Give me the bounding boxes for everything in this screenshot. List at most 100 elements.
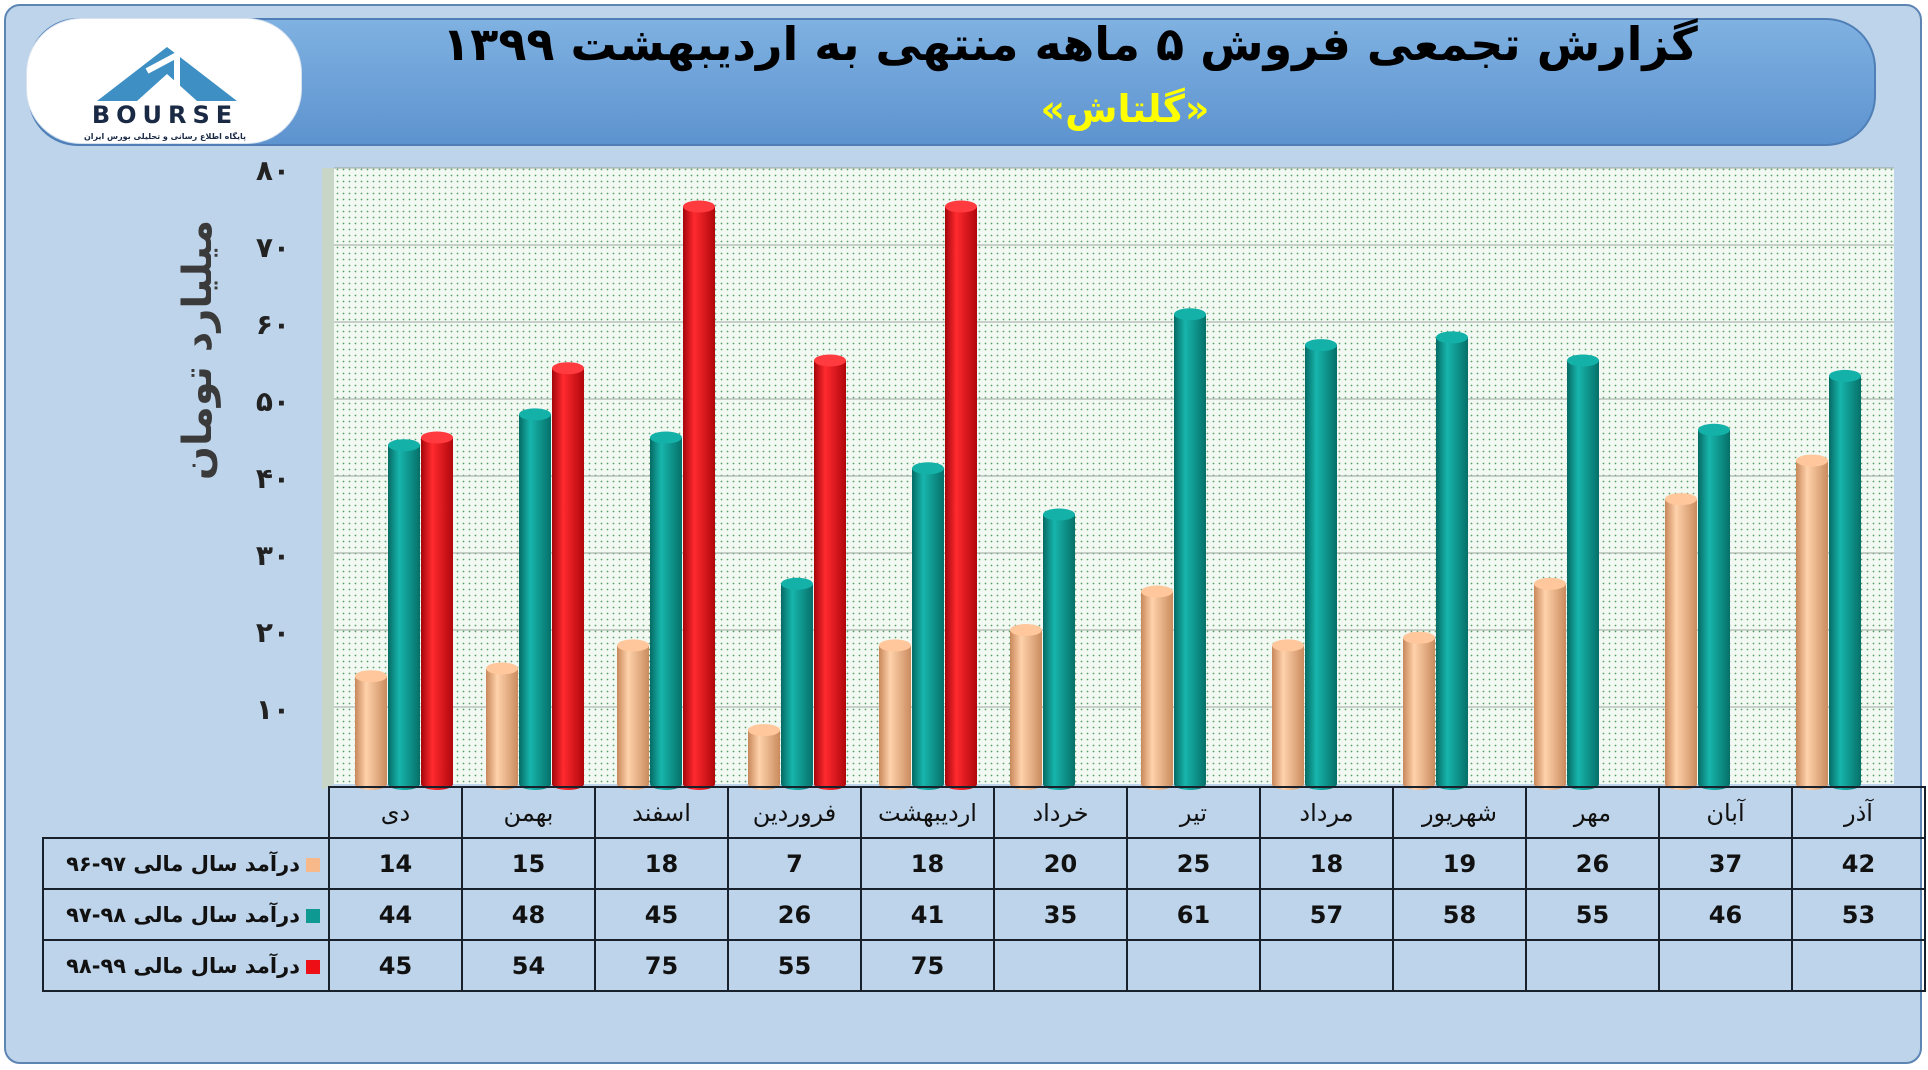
bar-body [1305,345,1337,790]
table-value-cell: 53 [1791,888,1926,941]
bar-top [945,200,977,213]
table-value-cell: 75 [860,939,995,992]
table-value-cell: 15 [461,837,596,890]
bar-top [1141,585,1173,598]
table-value-cell: 19 [1392,837,1527,890]
y-tick-label: ۸۰ [256,154,290,187]
bar [912,462,944,790]
bar-body [519,414,551,790]
bar-top [355,670,387,683]
bar [781,577,813,790]
legend-swatch [306,857,320,872]
bar-body [945,206,977,790]
bar [1010,624,1042,790]
bar [1272,639,1304,790]
table-category-cell: مرداد [1259,786,1394,839]
table-value-cell [993,939,1128,992]
bar-body [1043,514,1075,790]
table-value-cell: 75 [594,939,729,992]
table-value-cell: 45 [328,939,463,992]
table-category-cell: مهر [1525,786,1660,839]
table-value-cell: 14 [328,837,463,890]
bar-body [650,437,682,790]
legend-series-96-97: درآمد سال مالی ۹۷-۹۶ [42,837,330,890]
bar-body [748,730,780,790]
table-value-cell: 18 [1259,837,1394,890]
table-value-cell: 57 [1259,888,1394,941]
table-value-cell [1126,939,1261,992]
bar-body [879,645,911,790]
bar [552,362,584,790]
bar-top [1272,639,1304,652]
table-value-cell: 48 [461,888,596,941]
bar-body [1174,314,1206,790]
bar [1796,454,1828,790]
chart-subtitle: «گلتاش» [1040,87,1210,131]
table-row: درآمد سال مالی ۹۷-۹۶ 14 15 18 7 18 20 25 18 19 26… [42,837,1926,890]
bar-top [912,462,944,475]
bar-top [421,431,453,444]
bar-top [1698,423,1730,436]
bar [388,439,420,790]
table-value-cell: 7 [727,837,862,890]
bar [1305,339,1337,790]
bar [1043,508,1075,790]
table-category-cell: خرداد [993,786,1128,839]
bar-top [388,439,420,452]
bar-body [1141,591,1173,790]
y-tick-label: ۷۰ [256,231,290,264]
bar-body [355,676,387,790]
bar-top [1436,331,1468,344]
legend-swatch [306,908,320,923]
table-value-cell: 25 [1126,837,1261,890]
table-category-cell: اسفند [594,786,729,839]
bar-body [486,668,518,790]
bar-body [1534,583,1566,790]
bar-body [1698,429,1730,790]
table-value-cell: 26 [1525,837,1660,890]
table-row: درآمد سال مالی ۹۹-۹۸ 45 54 75 55 75 [42,939,1926,992]
bar-top [814,354,846,367]
bar-body [912,468,944,790]
bar [1403,631,1435,790]
bar-body [1436,337,1468,790]
table-value-cell: 55 [1525,888,1660,941]
bar-top [1534,577,1566,590]
bar-body [683,206,715,790]
table-value-cell: 18 [594,837,729,890]
bar [814,354,846,790]
bar-top [879,639,911,652]
table-value-cell: 44 [328,888,463,941]
table-category-cell: دی [328,786,463,839]
bar [519,408,551,790]
bar-top [1829,369,1861,382]
table-value-cell [1392,939,1527,992]
bar-body [1567,360,1599,790]
table-category-cell: آبان [1658,786,1793,839]
table-category-cell: شهریور [1392,786,1527,839]
y-tick-label: ۳۰ [256,539,290,572]
table-value-cell: 42 [1791,837,1926,890]
logo-tagline-text: پایگاه اطلاع رسانی و تحلیلی بورس ایران [84,131,246,142]
table-value-cell: 45 [594,888,729,941]
table-category-cell: بهمن [461,786,596,839]
bar [1665,493,1697,790]
bar-top [519,408,551,421]
table-header-row: دی بهمن اسفند فروردین اردیبهشت خرداد تیر مرداد ش… [43,786,1926,839]
table-value-cell: 55 [727,939,862,992]
bar [421,431,453,790]
bar [683,200,715,790]
table-category-cell: تیر [1126,786,1261,839]
plot-left-wall [322,168,334,790]
bar-body [552,368,584,790]
table-value-cell: 18 [860,837,995,890]
table-value-cell [1658,939,1793,992]
legend-swatch [306,959,320,974]
bar [1534,577,1566,790]
bar-top [1010,624,1042,636]
bar [486,662,518,790]
bar-top [781,577,813,590]
bar-top [1043,508,1075,521]
table-value-cell: 61 [1126,888,1261,941]
bourse-logo: BOURSE پایگاه اطلاع رسانی و تحلیلی بورس … [26,18,302,144]
